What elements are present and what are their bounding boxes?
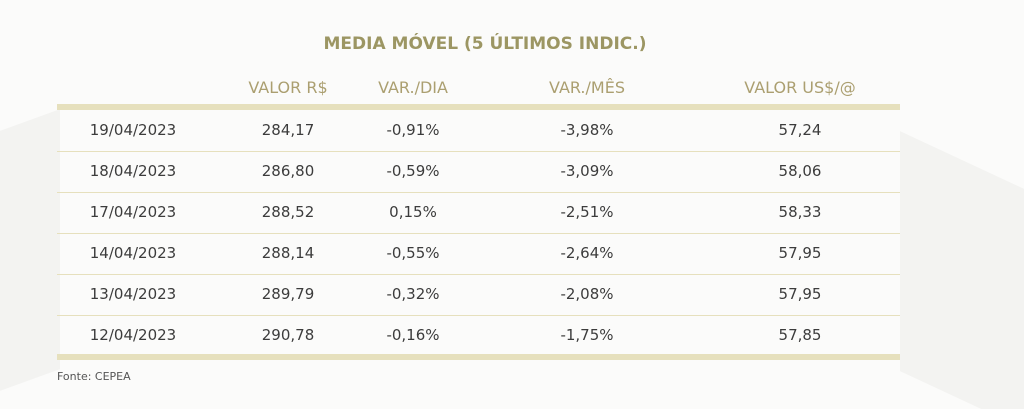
table-cell: -0,16% [386,326,440,344]
table-cell: -2,51% [560,203,614,221]
table-cell: 289,79 [261,285,315,303]
table-cell: 14/04/2023 [89,244,177,262]
table-cell: -0,59% [386,162,440,180]
table-cell: -3,09% [560,162,614,180]
table-cell: 290,78 [261,326,315,344]
column-header: VALOR R$ [248,78,328,97]
table-cell: 58,33 [778,203,822,221]
table-cell: 19/04/2023 [89,121,177,139]
table-cell: -3,98% [560,121,614,139]
table-cell: 284,17 [261,121,315,139]
table-cell: 57,95 [778,244,822,262]
table-cell: -0,32% [386,285,440,303]
table-cell: 17/04/2023 [89,203,177,221]
row-separator [57,315,900,316]
column-header: VAR./DIA [378,78,448,97]
table-cell: 57,85 [778,326,822,344]
table-cell: 288,52 [261,203,315,221]
table-cell: -2,08% [560,285,614,303]
table-cell: -0,55% [386,244,440,262]
row-separator [57,274,900,275]
footer-rule [57,354,900,360]
column-header: VAR./MÊS [549,78,625,97]
table-cell: -1,75% [560,326,614,344]
table-cell: 288,14 [261,244,315,262]
column-header: VALOR US$/@ [744,78,856,97]
row-separator [57,192,900,193]
table-cell: -0,91% [386,121,440,139]
table-title: MEDIA MÓVEL (5 ÚLTIMOS INDIC.) [323,34,647,54]
table-cell: 12/04/2023 [89,326,177,344]
background-shape [0,109,60,391]
table-cell: 57,24 [778,121,822,139]
table-cell: 18/04/2023 [89,162,177,180]
table-cell: 286,80 [261,162,315,180]
header-rule [57,104,900,110]
table-cell: 0,15% [389,203,437,221]
row-separator [57,233,900,234]
table-cell: 57,95 [778,285,822,303]
table-cell: -2,64% [560,244,614,262]
background-shape [900,131,1024,409]
source-note: Fonte: CEPEA [57,370,131,383]
table-cell: 58,06 [778,162,822,180]
row-separator [57,151,900,152]
table-cell: 13/04/2023 [89,285,177,303]
